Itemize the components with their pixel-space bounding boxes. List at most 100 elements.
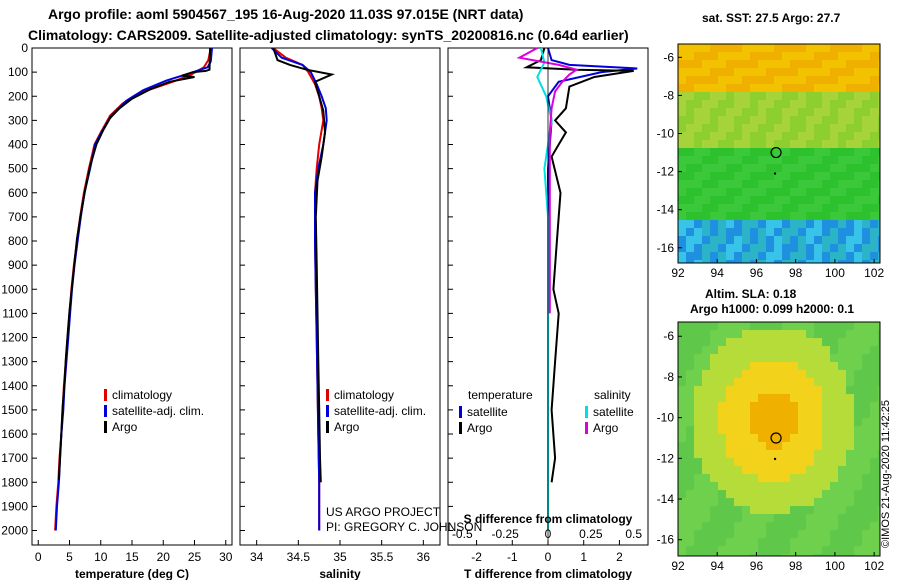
- legend-label-temperature: Argo: [112, 420, 138, 434]
- map-cell-sst-map: [822, 52, 830, 60]
- map-cell-sst-map: [846, 164, 854, 172]
- map-cell-sla-map: [862, 522, 870, 530]
- map-cell-sla-map: [790, 346, 798, 354]
- map-cell-sla-map: [710, 338, 718, 346]
- map-cell-sst-map: [694, 148, 702, 156]
- map-cell-sla-map: [854, 530, 862, 538]
- map-cell-sst-map: [718, 76, 726, 84]
- map-cell-sst-map: [750, 44, 758, 52]
- map-cell-sst-map: [718, 140, 726, 148]
- map-cell-sla-map: [678, 410, 686, 418]
- map-cell-sla-map: [758, 362, 766, 370]
- map-cell-sla-map: [702, 466, 710, 474]
- map-cell-sst-map: [694, 140, 702, 148]
- map-cell-sst-map: [862, 148, 870, 156]
- map-cell-sla-map: [702, 434, 710, 442]
- map-cell-sst-map: [750, 100, 758, 108]
- map-cell-sst-map: [814, 180, 822, 188]
- map-cell-sla-map: [798, 522, 806, 530]
- map-cell-sla-map: [806, 346, 814, 354]
- map-cell-sst-map: [750, 204, 758, 212]
- map-cell-sla-map: [718, 410, 726, 418]
- y-tick-label: 800: [8, 234, 28, 248]
- map-cell-sla-map: [838, 394, 846, 402]
- map-cell-sla-map: [830, 346, 838, 354]
- map-cell-sst-map: [718, 156, 726, 164]
- map-cell-sst-map: [678, 228, 686, 236]
- map-cell-sla-map: [862, 330, 870, 338]
- map-cell-sst-map: [774, 116, 782, 124]
- map-cell-sla-map: [798, 362, 806, 370]
- map-cell-sla-map: [774, 434, 782, 442]
- map-cell-sst-map: [790, 68, 798, 76]
- map-cell-sst-map: [846, 84, 854, 92]
- map-cell-sla-map: [854, 338, 862, 346]
- map-cell-sst-map: [870, 60, 878, 68]
- map-cell-sla-map: [686, 434, 694, 442]
- map-cell-sla-map: [694, 402, 702, 410]
- map-cell-sla-map: [838, 546, 846, 554]
- map-cell-sla-map: [774, 418, 782, 426]
- map-cell-sla-map: [830, 482, 838, 490]
- map-cell-sst-map: [790, 60, 798, 68]
- map-cell-sst-map: [774, 212, 782, 220]
- map-cell-sst-map: [790, 132, 798, 140]
- map-cell-sst-map: [830, 124, 838, 132]
- map-cell-sst-map: [734, 132, 742, 140]
- map-cell-sla-map: [830, 538, 838, 546]
- map-cell-sla-map: [718, 426, 726, 434]
- map-cell-sla-map: [830, 458, 838, 466]
- map-cell-sla-map: [678, 394, 686, 402]
- series-line-temperature-climatology: [54, 47, 212, 531]
- map-cell-sla-map: [758, 530, 766, 538]
- map-cell-sst-map: [718, 220, 726, 228]
- map-cell-sst-map: [862, 228, 870, 236]
- map-cell-sst-map: [798, 244, 806, 252]
- map-cell-sst-map: [734, 116, 742, 124]
- map-cell-sla-map: [758, 426, 766, 434]
- map-cell-sst-map: [878, 52, 880, 60]
- map-cell-sla-map: [782, 434, 790, 442]
- map-cell-sla-map: [678, 498, 686, 506]
- map-cell-sst-map: [726, 60, 734, 68]
- map-cell-sst-map: [694, 156, 702, 164]
- y-tick-label: 600: [8, 186, 28, 200]
- map-cell-sla-map: [774, 530, 782, 538]
- map-cell-sst-map: [838, 156, 846, 164]
- map-cell-sla-map: [814, 434, 822, 442]
- map-cell-sla-map: [854, 402, 862, 410]
- map-cell-sla-map: [742, 474, 750, 482]
- map-cell-sst-map: [766, 44, 774, 52]
- map-cell-sst-map: [694, 180, 702, 188]
- series-line-temperature-satellite-adj-clim-: [54, 47, 213, 531]
- map-cell-sst-map: [806, 188, 814, 196]
- map-cell-sst-map: [846, 60, 854, 68]
- map-x-tick-label-sla-map: 96: [750, 559, 764, 573]
- map-cell-sla-map: [734, 354, 742, 362]
- map-cell-sst-map: [782, 156, 790, 164]
- map-cell-sla-map: [862, 394, 870, 402]
- map-cell-sla-map: [774, 370, 782, 378]
- map-cell-sla-map: [750, 402, 758, 410]
- map-cell-sla-map: [838, 346, 846, 354]
- legend-label-salinity: Argo: [593, 421, 619, 435]
- map-y-tick-label-sla-map: -8: [663, 370, 674, 384]
- map-cell-sst-map: [766, 212, 774, 220]
- map-cell-sla-map: [742, 482, 750, 490]
- map-cell-sst-map: [734, 156, 742, 164]
- map-cell-sst-map: [814, 236, 822, 244]
- map-cell-sla-map: [718, 546, 726, 554]
- map-cell-sst-map: [742, 196, 750, 204]
- map-x-tick-label-sla-map: 102: [864, 559, 884, 573]
- map-cell-sst-map: [766, 180, 774, 188]
- map-cell-sla-map: [726, 506, 734, 514]
- map-cell-sst-map: [774, 220, 782, 228]
- map-cell-sla-map: [766, 418, 774, 426]
- map-cell-sla-map: [710, 522, 718, 530]
- map-cell-sst-map: [710, 140, 718, 148]
- map-cell-sst-map: [718, 116, 726, 124]
- map-cell-sst-map: [766, 140, 774, 148]
- y-tick-label: 1900: [1, 499, 28, 513]
- map-cell-sla-map: [878, 530, 880, 538]
- map-cell-sst-map: [830, 132, 838, 140]
